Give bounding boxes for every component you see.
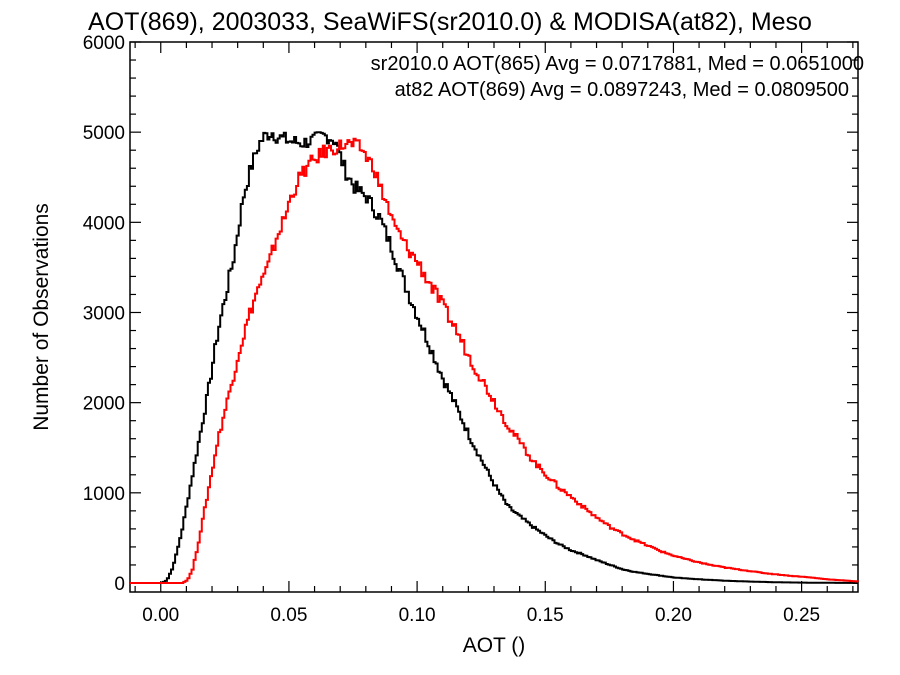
y-tick-label: 0 <box>114 574 125 595</box>
y-tick-label: 6000 <box>83 33 125 54</box>
y-tick-label: 3000 <box>83 303 125 324</box>
x-tick-label: 0.25 <box>783 605 820 626</box>
chart-title: AOT(869), 2003033, SeaWiFS(sr2010.0) & M… <box>88 8 812 36</box>
series-line-at82 <box>130 137 859 584</box>
x-tick-label: 0.10 <box>399 605 436 626</box>
x-tick-label: 0.15 <box>527 605 564 626</box>
y-tick-label: 4000 <box>83 213 125 234</box>
y-tick-label: 2000 <box>83 394 125 415</box>
x-tick-labels: 0.00 0.05 0.10 0.15 0.20 0.25 <box>142 605 820 626</box>
legend-entry-sr2010: sr2010.0 AOT(865) Avg = 0.0717881, Med =… <box>371 53 864 75</box>
legend-entry-at82: at82 AOT(869) Avg = 0.0897243, Med = 0.0… <box>395 79 849 101</box>
x-tick-label: 0.00 <box>142 605 179 626</box>
x-tick-label: 0.20 <box>655 605 692 626</box>
axis-ticks <box>130 41 858 592</box>
plot-area <box>129 41 859 593</box>
x-axis-label: AOT () <box>463 634 526 657</box>
series-layer <box>130 131 859 584</box>
x-tick-label: 0.05 <box>270 605 307 626</box>
legend: sr2010.0 AOT(865) Avg = 0.0717881, Med =… <box>371 53 864 101</box>
y-tick-label: 5000 <box>83 123 125 144</box>
series-line-sr2010-0 <box>130 131 858 584</box>
plot-frame <box>129 41 859 593</box>
y-tick-labels: 0 1000 2000 3000 4000 5000 6000 <box>83 33 125 595</box>
y-tick-label: 1000 <box>83 484 125 505</box>
y-axis-label: Number of Observations <box>30 203 53 431</box>
